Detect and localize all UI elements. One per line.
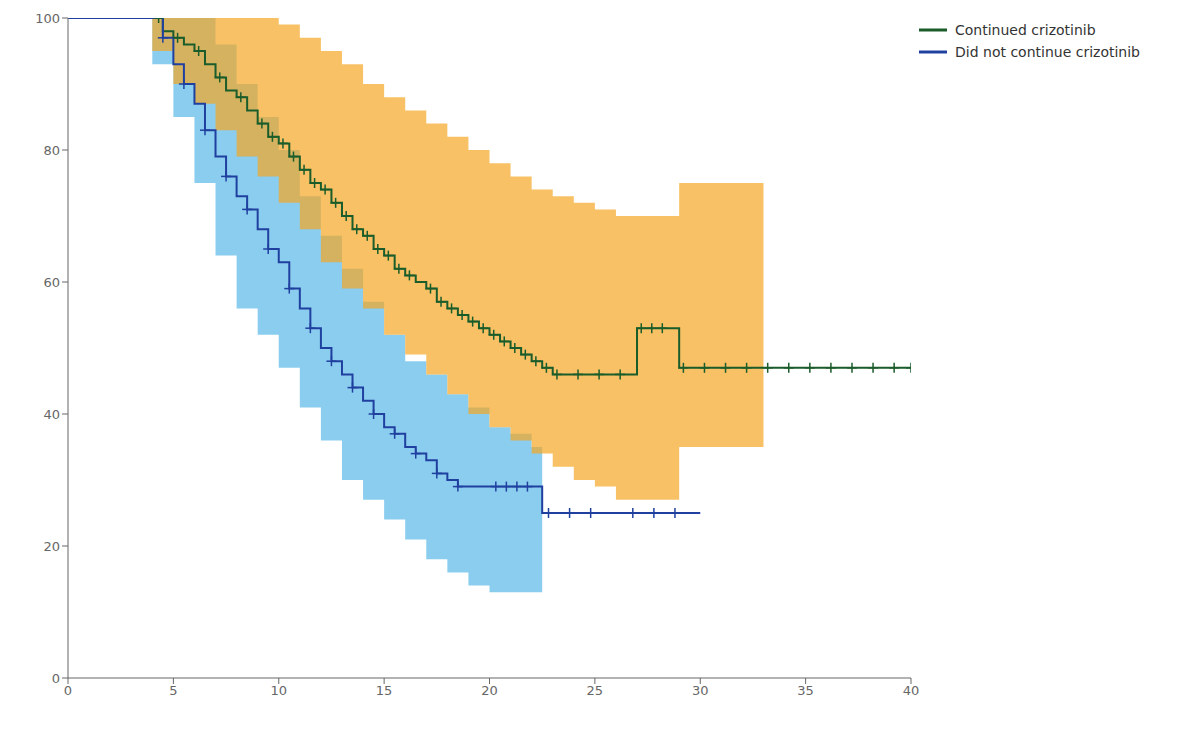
svg-text:40: 40 — [43, 407, 60, 422]
svg-text:20: 20 — [481, 683, 498, 698]
svg-text:30: 30 — [692, 683, 709, 698]
html-text:Did not continue crizotinib: Did not continue crizotinib — [955, 44, 1140, 60]
svg-text:15: 15 — [376, 683, 393, 698]
svg-text:25: 25 — [587, 683, 604, 698]
svg-text:20: 20 — [43, 539, 60, 554]
svg-text:5: 5 — [169, 683, 177, 698]
svg-text:0: 0 — [52, 671, 60, 686]
svg-text:80: 80 — [43, 143, 60, 158]
svg-text:40: 40 — [903, 683, 920, 698]
svg-text:60: 60 — [43, 275, 60, 290]
svg-text:10: 10 — [270, 683, 287, 698]
html-text:Continued crizotinib: Continued crizotinib — [955, 22, 1096, 38]
svg-text:100: 100 — [35, 11, 60, 26]
svg-text:0: 0 — [64, 683, 72, 698]
svg-text:35: 35 — [797, 683, 814, 698]
